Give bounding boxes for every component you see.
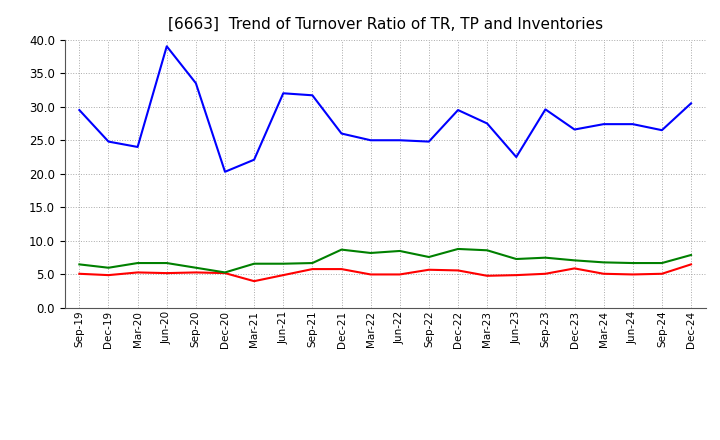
Line: Trade Receivables: Trade Receivables [79,264,691,281]
Inventories [133,260,142,266]
Trade Receivables [512,272,521,278]
Trade Payables [629,121,637,127]
Inventories [599,260,608,265]
Inventories [337,247,346,252]
Trade Payables [395,138,404,143]
Inventories [425,254,433,260]
Trade Payables [163,44,171,49]
Inventories [366,250,375,256]
Inventories [454,246,462,252]
Line: Inventories: Inventories [79,249,691,272]
Trade Receivables [570,266,579,271]
Inventories [483,248,492,253]
Trade Payables [512,154,521,160]
Trade Payables [599,121,608,127]
Inventories [629,260,637,266]
Inventories [570,258,579,263]
Trade Receivables [75,271,84,276]
Trade Payables [104,139,113,144]
Trade Receivables [133,270,142,275]
Inventories [512,257,521,262]
Trade Payables [220,169,229,174]
Inventories [395,248,404,253]
Trade Payables [366,138,375,143]
Trade Payables [687,101,696,106]
Trade Receivables [395,272,404,277]
Trade Payables [279,91,287,96]
Inventories [75,262,84,267]
Inventories [541,255,550,260]
Inventories [104,265,113,270]
Trade Payables [75,107,84,113]
Trade Payables [483,121,492,126]
Trade Receivables [483,273,492,279]
Trade Receivables [279,272,287,278]
Trade Payables [570,127,579,132]
Trade Receivables [104,272,113,278]
Line: Trade Payables: Trade Payables [79,46,691,172]
Trade Receivables [192,270,200,275]
Trade Receivables [163,271,171,276]
Trade Receivables [220,271,229,276]
Trade Receivables [308,267,317,272]
Trade Payables [308,93,317,98]
Trade Receivables [454,268,462,273]
Inventories [279,261,287,266]
Trade Payables [133,144,142,150]
Trade Payables [192,81,200,86]
Inventories [250,261,258,266]
Trade Receivables [366,272,375,277]
Trade Receivables [687,262,696,267]
Trade Receivables [337,267,346,272]
Title: [6663]  Trend of Turnover Ratio of TR, TP and Inventories: [6663] Trend of Turnover Ratio of TR, TP… [168,16,603,32]
Inventories [308,260,317,266]
Inventories [220,270,229,275]
Trade Receivables [599,271,608,276]
Trade Receivables [657,271,666,276]
Trade Payables [541,107,550,112]
Trade Payables [657,128,666,133]
Trade Payables [337,131,346,136]
Inventories [657,260,666,266]
Trade Receivables [541,271,550,276]
Trade Payables [454,107,462,113]
Trade Payables [425,139,433,144]
Trade Payables [250,157,258,162]
Inventories [163,260,171,266]
Inventories [192,265,200,270]
Trade Receivables [629,272,637,277]
Inventories [687,253,696,258]
Trade Receivables [250,279,258,284]
Trade Receivables [425,267,433,272]
